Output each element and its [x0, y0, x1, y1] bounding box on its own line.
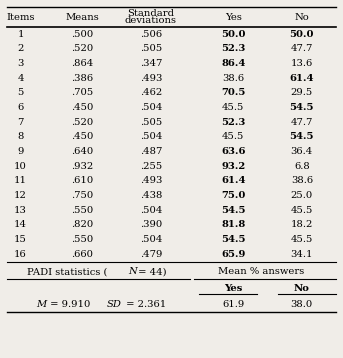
Text: = 2.361: = 2.361: [123, 300, 166, 309]
Text: 54.5: 54.5: [221, 205, 246, 215]
Text: 9: 9: [17, 147, 24, 156]
Text: = 44): = 44): [135, 267, 166, 276]
Text: 45.5: 45.5: [291, 235, 313, 244]
Text: 12: 12: [14, 191, 27, 200]
Text: 86.4: 86.4: [221, 59, 246, 68]
Text: .750: .750: [71, 191, 93, 200]
Text: Items: Items: [6, 13, 35, 23]
Text: .864: .864: [71, 59, 93, 68]
Text: 93.2: 93.2: [221, 161, 245, 171]
Text: .932: .932: [71, 161, 93, 171]
Text: 38.0: 38.0: [291, 300, 313, 309]
Text: 54.5: 54.5: [221, 235, 246, 244]
Text: 7: 7: [17, 117, 24, 127]
Text: .255: .255: [140, 161, 162, 171]
Text: 70.5: 70.5: [221, 88, 246, 97]
Text: 16: 16: [14, 250, 27, 259]
Text: N: N: [129, 267, 138, 276]
Text: Yes: Yes: [225, 13, 242, 23]
Text: .520: .520: [71, 117, 93, 127]
Text: 75.0: 75.0: [221, 191, 246, 200]
Text: .500: .500: [71, 29, 93, 39]
Text: .705: .705: [71, 88, 93, 97]
Text: .520: .520: [71, 44, 93, 53]
Text: Mean % answers: Mean % answers: [217, 267, 304, 276]
Text: 45.5: 45.5: [222, 103, 245, 112]
Text: 61.4: 61.4: [289, 73, 314, 83]
Text: Yes: Yes: [224, 284, 243, 293]
Text: .505: .505: [140, 44, 162, 53]
Text: .504: .504: [140, 132, 162, 141]
Text: .493: .493: [140, 176, 162, 185]
Text: 65.9: 65.9: [221, 250, 246, 259]
Text: 15: 15: [14, 235, 27, 244]
Text: .487: .487: [140, 147, 162, 156]
Text: .462: .462: [140, 88, 162, 97]
Text: 50.0: 50.0: [221, 29, 246, 39]
Text: .390: .390: [140, 220, 162, 229]
Text: 61.4: 61.4: [221, 176, 246, 185]
Text: 54.5: 54.5: [289, 132, 314, 141]
Text: 63.6: 63.6: [221, 147, 246, 156]
Text: 11: 11: [14, 176, 27, 185]
Text: Means: Means: [66, 13, 99, 23]
Text: 34.1: 34.1: [291, 250, 313, 259]
Text: 10: 10: [14, 161, 27, 171]
Text: .660: .660: [71, 250, 93, 259]
Text: SD: SD: [107, 300, 122, 309]
Text: deviations: deviations: [125, 16, 177, 25]
Text: = 9.910: = 9.910: [47, 300, 91, 309]
Text: .610: .610: [71, 176, 93, 185]
Text: .640: .640: [71, 147, 93, 156]
Text: 29.5: 29.5: [291, 88, 313, 97]
Text: 13: 13: [14, 205, 27, 215]
Text: No: No: [294, 13, 309, 23]
Text: .506: .506: [140, 29, 162, 39]
Text: 61.9: 61.9: [222, 300, 244, 309]
Text: .479: .479: [140, 250, 162, 259]
Text: 52.3: 52.3: [221, 44, 246, 53]
Text: 38.6: 38.6: [291, 176, 313, 185]
Text: 13.6: 13.6: [291, 59, 313, 68]
Text: 1: 1: [17, 29, 24, 39]
Text: .450: .450: [71, 132, 94, 141]
Text: M: M: [36, 300, 46, 309]
Text: PADI statistics (: PADI statistics (: [27, 267, 108, 276]
Text: No: No: [294, 284, 310, 293]
Text: 6.8: 6.8: [294, 161, 310, 171]
Text: 5: 5: [17, 88, 24, 97]
Text: .450: .450: [71, 103, 94, 112]
Text: 6: 6: [17, 103, 24, 112]
Text: 45.5: 45.5: [222, 132, 245, 141]
Text: 54.5: 54.5: [289, 103, 314, 112]
Text: .504: .504: [140, 235, 162, 244]
Text: 52.3: 52.3: [221, 117, 246, 127]
Text: .550: .550: [71, 205, 93, 215]
Text: 47.7: 47.7: [291, 44, 313, 53]
Text: 38.6: 38.6: [222, 73, 244, 83]
Text: .438: .438: [140, 191, 162, 200]
Text: 8: 8: [17, 132, 24, 141]
Text: 4: 4: [17, 73, 24, 83]
Text: 36.4: 36.4: [291, 147, 313, 156]
Text: .504: .504: [140, 205, 162, 215]
Text: 81.8: 81.8: [221, 220, 245, 229]
Text: 47.7: 47.7: [291, 117, 313, 127]
Text: 2: 2: [17, 44, 24, 53]
Text: 14: 14: [14, 220, 27, 229]
Text: 25.0: 25.0: [291, 191, 313, 200]
Text: 45.5: 45.5: [291, 205, 313, 215]
Text: 3: 3: [17, 59, 24, 68]
Text: Standard: Standard: [127, 9, 175, 18]
Text: .386: .386: [71, 73, 93, 83]
Text: .347: .347: [140, 59, 162, 68]
Text: .820: .820: [71, 220, 93, 229]
Text: 50.0: 50.0: [289, 29, 314, 39]
Text: 18.2: 18.2: [291, 220, 313, 229]
Text: .493: .493: [140, 73, 162, 83]
Text: .505: .505: [140, 117, 162, 127]
Text: .550: .550: [71, 235, 93, 244]
Text: .504: .504: [140, 103, 162, 112]
